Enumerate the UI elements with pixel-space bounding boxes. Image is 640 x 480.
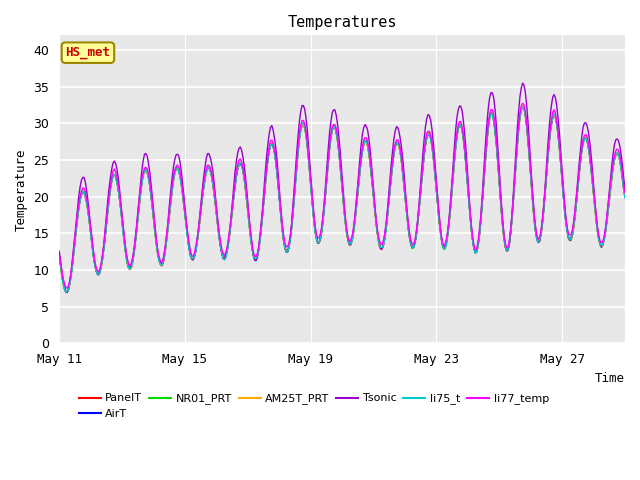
AirT: [621, 194, 629, 200]
AM25T_PRT: [504, 246, 512, 252]
Tsonic: [621, 185, 629, 191]
AM25T_PRT: [577, 158, 584, 164]
li75_t: [55, 255, 63, 261]
li75_t: [62, 289, 70, 295]
AirT: [385, 200, 392, 205]
PanelT: [449, 175, 457, 180]
PanelT: [385, 199, 392, 205]
AM25T_PRT: [100, 245, 108, 251]
X-axis label: Time: Time: [595, 372, 625, 384]
li75_t: [519, 105, 527, 110]
PanelT: [519, 103, 527, 109]
li77_temp: [449, 169, 457, 175]
li77_temp: [493, 136, 500, 142]
NR01_PRT: [55, 254, 63, 260]
Line: AM25T_PRT: AM25T_PRT: [59, 106, 625, 292]
NR01_PRT: [504, 246, 512, 252]
PanelT: [63, 289, 71, 295]
Tsonic: [577, 148, 584, 154]
AirT: [493, 141, 500, 146]
Line: PanelT: PanelT: [59, 106, 625, 292]
Line: Tsonic: Tsonic: [59, 83, 625, 292]
li77_temp: [504, 244, 512, 250]
NR01_PRT: [449, 174, 457, 180]
PanelT: [621, 194, 629, 200]
Tsonic: [449, 163, 457, 169]
li75_t: [621, 195, 629, 201]
Title: Temperatures: Temperatures: [287, 15, 397, 30]
AirT: [55, 254, 63, 260]
NR01_PRT: [519, 103, 527, 109]
li75_t: [504, 246, 512, 252]
NR01_PRT: [577, 158, 584, 164]
AirT: [63, 289, 71, 295]
AM25T_PRT: [493, 139, 500, 145]
NR01_PRT: [62, 289, 70, 295]
AirT: [100, 246, 108, 252]
AirT: [577, 158, 584, 164]
PanelT: [100, 245, 108, 251]
Line: NR01_PRT: NR01_PRT: [59, 106, 625, 292]
Line: li77_temp: li77_temp: [59, 103, 625, 288]
AirT: [519, 104, 527, 109]
Tsonic: [493, 122, 500, 128]
NR01_PRT: [385, 200, 392, 205]
AM25T_PRT: [621, 194, 629, 200]
NR01_PRT: [100, 245, 108, 251]
li77_temp: [621, 191, 629, 196]
li77_temp: [577, 156, 584, 162]
Tsonic: [519, 80, 527, 86]
AirT: [449, 174, 457, 180]
AM25T_PRT: [519, 103, 527, 108]
Tsonic: [100, 242, 108, 248]
li77_temp: [100, 242, 108, 248]
Tsonic: [63, 289, 71, 295]
li75_t: [449, 174, 457, 180]
PanelT: [504, 246, 512, 252]
AirT: [504, 247, 512, 253]
PanelT: [493, 140, 500, 145]
PanelT: [577, 160, 584, 166]
PanelT: [55, 255, 63, 261]
li75_t: [577, 159, 584, 165]
AM25T_PRT: [385, 200, 392, 205]
Tsonic: [385, 192, 392, 198]
Tsonic: [55, 248, 63, 254]
li75_t: [493, 141, 500, 146]
li77_temp: [519, 100, 527, 106]
li75_t: [385, 201, 392, 206]
NR01_PRT: [621, 193, 629, 199]
AM25T_PRT: [55, 254, 63, 260]
Text: HS_met: HS_met: [65, 46, 111, 59]
Line: li75_t: li75_t: [59, 108, 625, 292]
li75_t: [100, 246, 108, 252]
Tsonic: [504, 246, 512, 252]
li77_temp: [385, 197, 392, 203]
Legend: PanelT, AirT, NR01_PRT, AM25T_PRT, Tsonic, li75_t, li77_temp: PanelT, AirT, NR01_PRT, AM25T_PRT, Tsoni…: [74, 389, 554, 423]
AM25T_PRT: [449, 175, 457, 180]
li77_temp: [63, 285, 71, 291]
Y-axis label: Temperature: Temperature: [15, 148, 28, 230]
AM25T_PRT: [63, 289, 71, 295]
li77_temp: [55, 252, 63, 258]
NR01_PRT: [493, 140, 500, 145]
Line: AirT: AirT: [59, 107, 625, 292]
